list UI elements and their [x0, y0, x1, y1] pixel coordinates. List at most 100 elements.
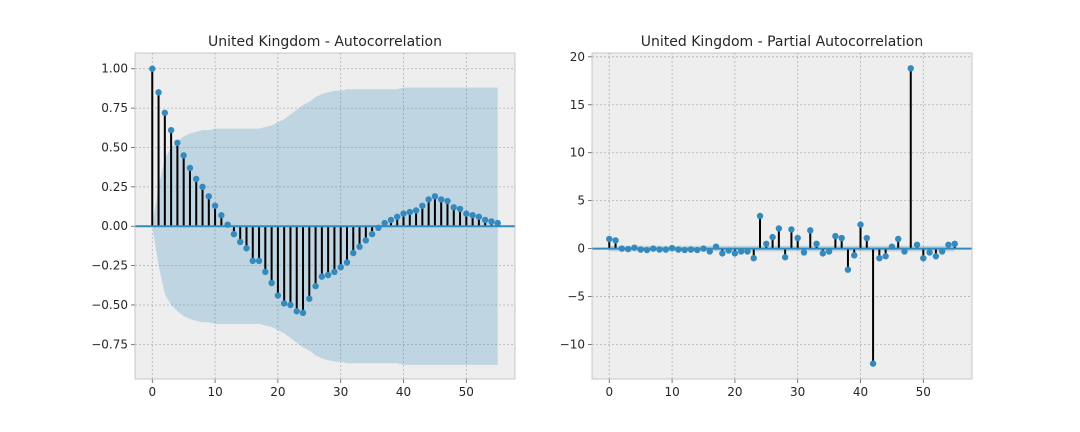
- acf-point: [211, 202, 219, 209]
- acf-x-tick-label: 40: [396, 385, 411, 399]
- pacf-point: [863, 234, 870, 242]
- pacf-point: [737, 248, 745, 255]
- pacf-point: [763, 240, 770, 248]
- acf-point: [375, 224, 382, 232]
- pacf-point: [624, 245, 632, 253]
- pacf-x-tick-label: 40: [853, 385, 868, 399]
- acf-point: [193, 175, 200, 183]
- pacf-x-tick-label: 10: [664, 385, 679, 399]
- acf-point: [394, 213, 401, 220]
- pacf-point: [694, 246, 701, 254]
- acf-point: [299, 309, 307, 317]
- pacf-point: [907, 65, 914, 72]
- acf-y-tick-label: 0.25: [101, 180, 128, 194]
- pacf-point: [926, 249, 933, 256]
- acf-point: [287, 301, 294, 309]
- acf-x-tick-label: 30: [333, 385, 348, 399]
- pacf-point: [888, 243, 896, 250]
- acf-point: [337, 263, 344, 271]
- pacf-point: [675, 246, 682, 253]
- acf-point: [243, 245, 250, 252]
- pacf-point: [945, 241, 952, 248]
- acf-y-tick-label: 0.00: [101, 219, 128, 233]
- pacf-point: [775, 225, 783, 232]
- acf-point: [368, 230, 376, 238]
- acf-chart: United Kingdom - Autocorrelation 0 10 20 30…: [91, 34, 516, 399]
- pacf-chart: United Kingdom - Partial Autocorrelation…: [560, 34, 973, 399]
- acf-point: [180, 152, 187, 159]
- acf-point: [343, 259, 351, 266]
- pacf-point: [700, 245, 707, 252]
- pacf-point: [857, 221, 864, 228]
- acf-point: [293, 308, 300, 315]
- acf-point: [167, 126, 175, 134]
- pacf-point: [838, 234, 845, 242]
- pacf-point: [819, 250, 827, 257]
- pacf-point: [750, 254, 757, 262]
- acf-point: [324, 271, 332, 279]
- pacf-point: [662, 246, 670, 253]
- pacf-y-tick-label: 5: [577, 194, 585, 208]
- acf-point: [174, 139, 181, 146]
- pacf-x-tick-label: 0: [605, 385, 613, 399]
- pacf-x-tick-label: 30: [790, 385, 805, 399]
- pacf-point: [869, 360, 877, 367]
- pacf-point: [901, 248, 908, 255]
- pacf-point: [825, 248, 833, 255]
- pacf-plot-area: [592, 53, 972, 379]
- acf-point: [306, 295, 313, 302]
- pacf-point: [932, 253, 940, 260]
- pacf-point: [813, 240, 820, 248]
- acf-x-tick-label: 10: [207, 385, 222, 399]
- pacf-point: [951, 240, 958, 248]
- acf-x-tick-label: 20: [270, 385, 285, 399]
- pacf-point: [719, 250, 726, 257]
- acf-point: [400, 210, 407, 217]
- pacf-point: [744, 248, 751, 255]
- acf-point: [312, 282, 319, 290]
- pacf-point: [637, 246, 644, 253]
- pacf-point: [807, 227, 814, 234]
- pacf-point: [656, 246, 663, 253]
- pacf-point: [687, 246, 695, 253]
- acf-point: [237, 238, 244, 246]
- acf-point: [268, 279, 275, 287]
- pacf-point: [668, 244, 676, 252]
- acf-point: [463, 210, 470, 217]
- acf-point: [437, 196, 445, 203]
- acf-point: [450, 204, 457, 211]
- acf-point: [456, 205, 464, 213]
- pacf-point: [706, 248, 713, 255]
- acf-point: [262, 268, 269, 276]
- pacf-point: [725, 247, 732, 254]
- pacf-point: [681, 246, 688, 254]
- acf-point: [249, 257, 256, 265]
- acf-y-tick-label: 1.00: [101, 62, 128, 76]
- acf-point: [387, 216, 395, 224]
- acf-x-tick-label: 0: [148, 385, 156, 399]
- acf-point: [350, 249, 357, 257]
- pacf-x-tick-label: 50: [916, 385, 931, 399]
- pacf-point: [920, 254, 927, 262]
- acf-point: [475, 213, 483, 220]
- acf-x-tick-label: 50: [459, 385, 474, 399]
- acf-y-tick-label: −0.50: [91, 298, 128, 312]
- pacf-y-tick-label: 10: [570, 146, 585, 160]
- acf-point: [155, 89, 162, 96]
- acf-y-tick-label: −0.25: [91, 259, 128, 273]
- acf-point: [362, 237, 370, 244]
- pacf-point: [882, 253, 889, 260]
- acf-point: [274, 292, 282, 299]
- acf-point: [186, 164, 194, 172]
- pacf-point: [781, 254, 789, 261]
- pacf-y-tick-label: −10: [560, 337, 585, 351]
- pacf-point: [769, 233, 776, 241]
- pacf-point: [756, 212, 764, 220]
- acf-frame: [134, 52, 516, 380]
- pacf-point: [844, 266, 852, 273]
- pacf-point: [794, 234, 801, 242]
- pacf-y-tick-label: 15: [570, 98, 585, 112]
- acf-point: [494, 219, 501, 227]
- acf-point: [280, 300, 288, 307]
